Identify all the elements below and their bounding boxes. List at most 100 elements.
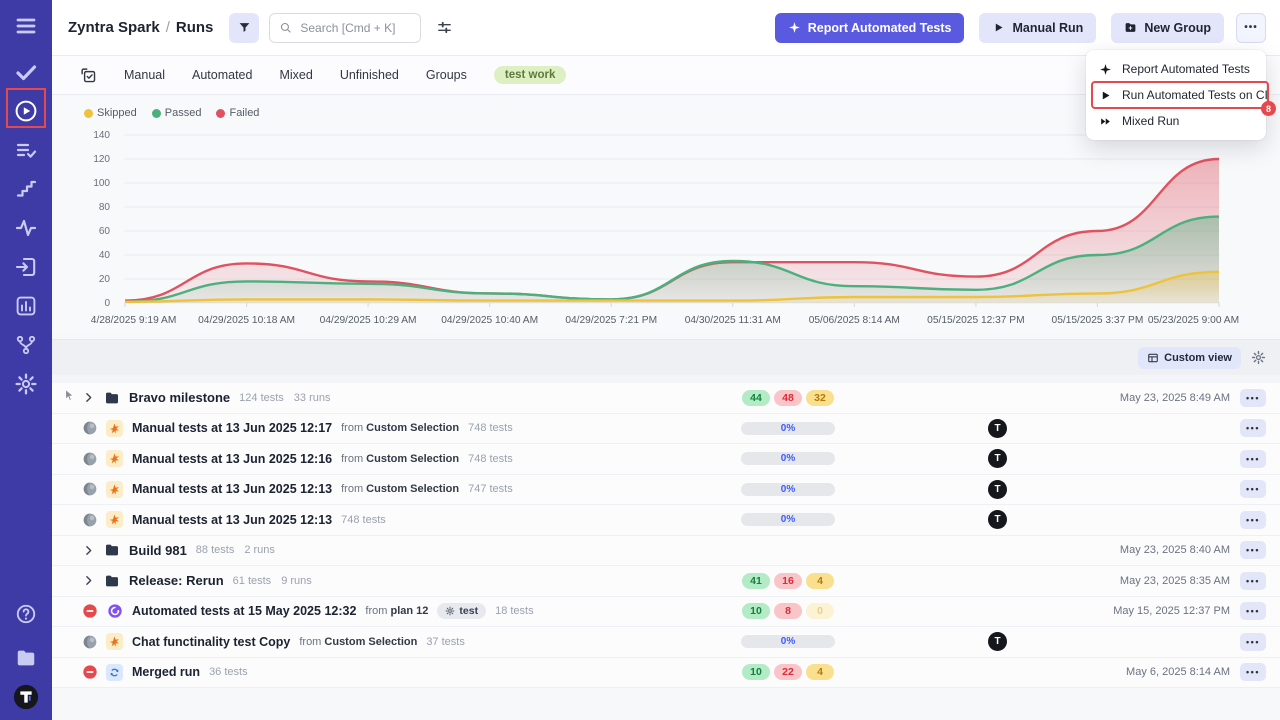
run-title[interactable]: Merged run bbox=[132, 665, 201, 680]
tab-mixed[interactable]: Mixed bbox=[279, 68, 313, 82]
more-actions-button[interactable]: ••• bbox=[1236, 12, 1266, 43]
group-title[interactable]: Build 981 bbox=[129, 542, 187, 558]
manual-run-button[interactable]: Manual Run bbox=[979, 12, 1097, 43]
run-title[interactable]: Manual tests at 13 Jun 2025 12:17 bbox=[132, 421, 333, 436]
menu-icon[interactable] bbox=[14, 14, 38, 38]
group-row[interactable]: Bravo milestone 124 tests 33 runs 44 48 32 May… bbox=[52, 383, 1280, 414]
progress-bar: 0% bbox=[741, 635, 835, 649]
manual-run-icon bbox=[106, 419, 123, 437]
run-title[interactable]: Chat functinality test Copy bbox=[132, 634, 291, 649]
filter-button[interactable] bbox=[229, 12, 260, 43]
chevron-right-icon[interactable] bbox=[82, 544, 95, 557]
folder-icon bbox=[104, 573, 120, 589]
play-circle-icon[interactable] bbox=[14, 99, 38, 123]
assignee-avatar[interactable]: T bbox=[988, 632, 1007, 652]
run-row[interactable]: Merged run 36 tests 10 22 4 May 6, 2025 8:14 … bbox=[52, 657, 1280, 688]
branch-icon[interactable] bbox=[14, 333, 38, 357]
row-more-button[interactable]: ••• bbox=[1240, 449, 1266, 468]
legend-item-failed[interactable]: Failed bbox=[216, 107, 259, 119]
list-check-icon[interactable] bbox=[14, 138, 38, 162]
run-row[interactable]: Manual tests at 13 Jun 2025 12:16 from Cu… bbox=[52, 444, 1280, 475]
assignee-avatar[interactable]: T bbox=[988, 479, 1007, 499]
run-title[interactable]: Manual tests at 13 Jun 2025 12:13 bbox=[132, 482, 333, 497]
row-more-button[interactable]: ••• bbox=[1240, 480, 1266, 499]
custom-view-button[interactable]: Custom view bbox=[1138, 346, 1241, 369]
row-more-button[interactable]: ••• bbox=[1240, 541, 1266, 560]
run-title[interactable]: Manual tests at 13 Jun 2025 12:13 bbox=[132, 512, 333, 527]
row-more-button[interactable]: ••• bbox=[1240, 510, 1266, 529]
row-more-button[interactable]: ••• bbox=[1240, 663, 1266, 682]
chevron-right-icon[interactable] bbox=[82, 391, 95, 404]
chart-plot[interactable] bbox=[124, 125, 1220, 311]
tab-automated[interactable]: Automated bbox=[192, 68, 253, 82]
activity-icon[interactable] bbox=[14, 216, 38, 240]
new-group-button[interactable]: New Group bbox=[1111, 12, 1224, 43]
badge-skipped: 32 bbox=[806, 389, 834, 406]
run-tag[interactable]: test bbox=[437, 603, 487, 620]
status-pending-icon bbox=[82, 481, 98, 497]
row-more-button[interactable]: ••• bbox=[1240, 419, 1266, 438]
run-meta: 124 tests bbox=[239, 391, 284, 404]
run-row[interactable]: Automated tests at 15 May 2025 12:32 from… bbox=[52, 596, 1280, 627]
run-source: from Custom Selection bbox=[341, 422, 460, 435]
run-source: from Custom Selection bbox=[341, 483, 460, 496]
tab-groups[interactable]: Groups bbox=[425, 68, 467, 82]
search-input[interactable] bbox=[298, 19, 412, 36]
badge-failed: 22 bbox=[774, 664, 802, 681]
group-title[interactable]: Bravo milestone bbox=[129, 390, 231, 406]
tab-manual[interactable]: Manual bbox=[124, 68, 165, 82]
run-row[interactable]: Manual tests at 13 Jun 2025 12:13 from Cu… bbox=[52, 474, 1280, 505]
legend-item-passed[interactable]: Passed bbox=[151, 107, 201, 119]
breadcrumb-page[interactable]: Runs bbox=[175, 19, 214, 36]
bar-chart-icon[interactable] bbox=[14, 294, 38, 318]
chevron-right-icon[interactable] bbox=[82, 574, 95, 587]
search-settings-button[interactable] bbox=[431, 15, 457, 41]
assignee-avatar[interactable]: T bbox=[988, 510, 1007, 530]
menu-item-mixed-run[interactable]: Mixed Run bbox=[1086, 108, 1266, 134]
sliders-icon bbox=[436, 19, 453, 36]
report-automated-tests-button[interactable]: Report Automated Tests bbox=[774, 12, 965, 43]
folder-icon[interactable] bbox=[15, 647, 37, 669]
row-more-button[interactable]: ••• bbox=[1240, 571, 1266, 590]
menu-item-report-automated-tests[interactable]: Report Automated Tests bbox=[1086, 56, 1266, 82]
import-icon[interactable] bbox=[14, 255, 38, 279]
run-title[interactable]: Automated tests at 15 May 2025 12:32 bbox=[132, 604, 357, 619]
y-tick-label: 60 bbox=[98, 226, 110, 237]
run-row[interactable]: Chat functinality test Copy from Custom S… bbox=[52, 627, 1280, 658]
run-meta: 748 tests bbox=[341, 513, 386, 526]
group-row[interactable]: Build 981 88 tests 2 runs May 23, 2025 8:40… bbox=[52, 535, 1280, 566]
stairs-icon[interactable] bbox=[14, 177, 38, 201]
group-row[interactable]: Release: Rerun 61 tests 9 runs 41 16 4 May 23,… bbox=[52, 566, 1280, 597]
table-settings-gear-icon[interactable] bbox=[1251, 350, 1266, 365]
assignee-avatar[interactable]: T bbox=[988, 449, 1007, 469]
run-row[interactable]: Manual tests at 13 Jun 2025 12:13 748 tes… bbox=[52, 505, 1280, 536]
workspace-logo[interactable] bbox=[13, 684, 39, 710]
status-pending-icon bbox=[82, 420, 98, 436]
search-box[interactable] bbox=[269, 12, 422, 43]
breadcrumb-project[interactable]: Zyntra Spark bbox=[68, 19, 160, 36]
assignee-avatar[interactable]: T bbox=[988, 418, 1007, 438]
y-tick-label: 40 bbox=[98, 250, 110, 261]
row-more-button[interactable]: ••• bbox=[1240, 388, 1266, 407]
run-date: May 23, 2025 8:49 AM bbox=[1119, 391, 1230, 404]
help-icon[interactable] bbox=[15, 603, 37, 625]
group-title[interactable]: Release: Rerun bbox=[129, 573, 224, 589]
run-row[interactable]: Manual tests at 13 Jun 2025 12:17 from Cu… bbox=[52, 413, 1280, 444]
check-icon[interactable] bbox=[14, 60, 38, 84]
filter-tag-test-work[interactable]: test work bbox=[493, 66, 567, 84]
run-meta: 747 tests bbox=[468, 483, 513, 496]
x-tick-label: 04/30/2025 11:31 AM bbox=[684, 315, 781, 326]
manual-run-icon bbox=[106, 633, 123, 651]
gear-icon[interactable] bbox=[14, 372, 38, 396]
menu-item-run-automated-tests-on-ci[interactable]: Run Automated Tests on CI 8 bbox=[1086, 81, 1276, 116]
row-more-button[interactable]: ••• bbox=[1240, 602, 1266, 621]
search-icon bbox=[279, 21, 292, 34]
manual-run-icon bbox=[106, 480, 123, 498]
row-more-button[interactable]: ••• bbox=[1240, 632, 1266, 651]
run-title[interactable]: Manual tests at 13 Jun 2025 12:16 bbox=[132, 451, 333, 466]
select-all-icon[interactable] bbox=[80, 67, 97, 84]
legend-dot bbox=[84, 108, 93, 118]
legend-item-skipped[interactable]: Skipped bbox=[84, 107, 137, 119]
tab-unfinished[interactable]: Unfinished bbox=[339, 68, 399, 82]
badge-failed: 48 bbox=[774, 389, 802, 406]
